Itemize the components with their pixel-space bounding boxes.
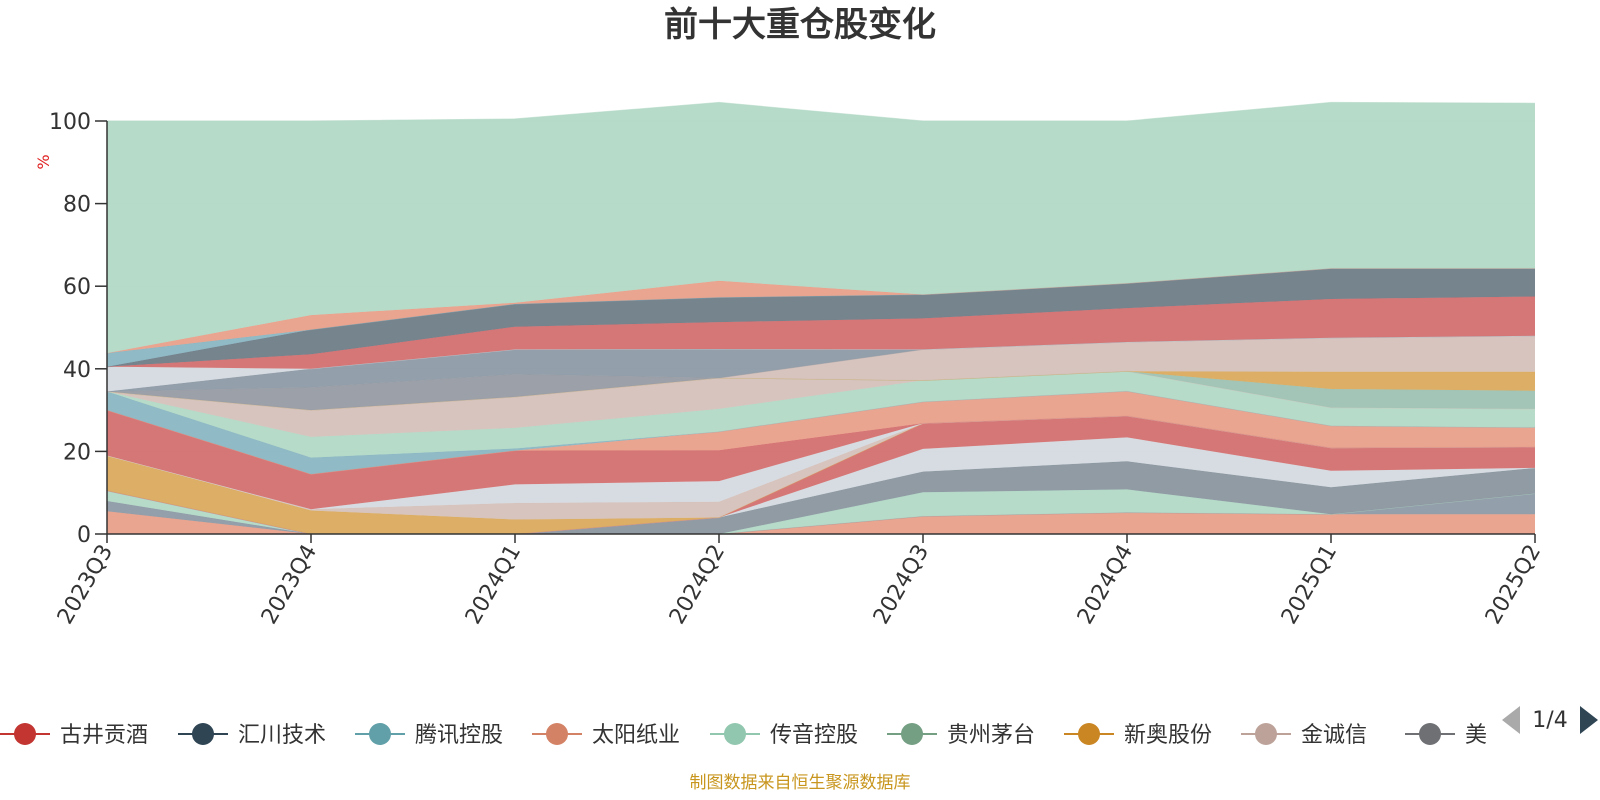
legend-item-4[interactable]: 传音控股: [710, 723, 858, 748]
legend-label: 美: [1465, 723, 1487, 748]
legend-dot-icon: [1419, 723, 1441, 745]
legend-page-indicator: 1/4: [1532, 708, 1567, 733]
legend-label: 腾讯控股: [415, 723, 503, 748]
x-tick-label: 2024Q3: [869, 541, 934, 629]
legend-item-1[interactable]: 汇川技术: [178, 723, 326, 748]
y-tick-label: 0: [77, 523, 91, 548]
legend-next-arrow-icon[interactable]: [1580, 706, 1598, 734]
legend-label: 新奥股份: [1124, 723, 1212, 748]
stacked-areas: [106, 101, 1536, 535]
x-tick-label: 2025Q2: [1481, 541, 1546, 629]
legend-label: 太阳纸业: [592, 723, 680, 748]
legend-pager[interactable]: 1/4: [1502, 706, 1598, 734]
x-tick-label: 2025Q1: [1277, 541, 1342, 629]
y-axis-label: %: [34, 154, 53, 169]
area-series-2: [107, 489, 1535, 534]
area-series-4: [107, 437, 1535, 534]
legend-item-3[interactable]: 太阳纸业: [532, 723, 680, 748]
legend-item-0[interactable]: 古井贡酒: [0, 723, 148, 748]
legend-label: 贵州茅台: [947, 723, 1035, 748]
legend-dot-icon: [546, 723, 568, 745]
legend-dot-icon: [1255, 723, 1277, 745]
legend-dot-icon: [192, 723, 214, 745]
area-series-16: [107, 335, 1535, 411]
area-series-21: [107, 268, 1535, 367]
legend-dot-icon: [369, 723, 391, 745]
chart-title: 前十大重仓股变化: [664, 5, 936, 45]
area-series-23: [107, 268, 1535, 354]
legend-label: 古井贡酒: [60, 723, 148, 748]
area-series-9: [107, 410, 1535, 510]
area-series-5: [107, 415, 1535, 534]
area-series-15: [107, 371, 1535, 411]
area-series-7: [107, 415, 1535, 520]
legend-dot-icon: [901, 723, 923, 745]
area-series-8: [107, 415, 1535, 510]
legend-label: 汇川技术: [238, 723, 326, 748]
legend-item-2[interactable]: 腾讯控股: [355, 723, 503, 748]
area-series-line-11: [106, 390, 1536, 459]
x-tick-label: 2024Q2: [665, 541, 730, 629]
legend-item-7[interactable]: 金诚信: [1241, 723, 1367, 748]
legend-dot-icon: [724, 723, 746, 745]
legend-prev-arrow-icon[interactable]: [1502, 706, 1520, 734]
area-series-line-24: [107, 101, 1536, 122]
legend-dot-icon: [1078, 723, 1100, 745]
x-tick-label: 2024Q1: [461, 541, 526, 629]
source-note: 制图数据来自恒生聚源数据库: [690, 773, 911, 793]
area-series-24: [107, 102, 1535, 354]
x-tick-label: 2023Q4: [257, 541, 322, 629]
area-series-18: [107, 335, 1535, 392]
area-series-10: [107, 391, 1535, 475]
y-tick-label: 60: [63, 275, 91, 300]
x-tick-label: 2023Q3: [53, 541, 118, 629]
area-series-17: [107, 335, 1535, 411]
area-series-line-19: [106, 335, 1536, 370]
area-series-20: [107, 296, 1535, 369]
x-tick-label: 2024Q4: [1073, 541, 1138, 629]
y-tick-label: 20: [63, 440, 91, 465]
legend-item-6[interactable]: 新奥股份: [1064, 723, 1212, 748]
area-series-11: [107, 391, 1535, 475]
legend-label: 金诚信: [1301, 723, 1367, 748]
y-tick-label: 100: [49, 110, 91, 135]
area-series-3: [107, 461, 1535, 534]
area-series-0: [107, 511, 1535, 534]
legend-item-8[interactable]: 美: [1405, 723, 1487, 748]
legend: 古井贡酒 汇川技术 腾讯控股 太阳纸业 传音控股 贵州茅台 新奥股份 金诚信 美: [0, 723, 1487, 748]
y-tick-label: 80: [63, 193, 91, 218]
area-series-13: [107, 371, 1535, 437]
legend-item-5[interactable]: 贵州茅台: [887, 723, 1035, 748]
area-series-12: [107, 371, 1535, 458]
legend-dot-icon: [14, 723, 36, 745]
area-series-14: [107, 371, 1535, 411]
legend-label: 传音控股: [770, 723, 858, 748]
y-tick-label: 40: [63, 358, 91, 383]
